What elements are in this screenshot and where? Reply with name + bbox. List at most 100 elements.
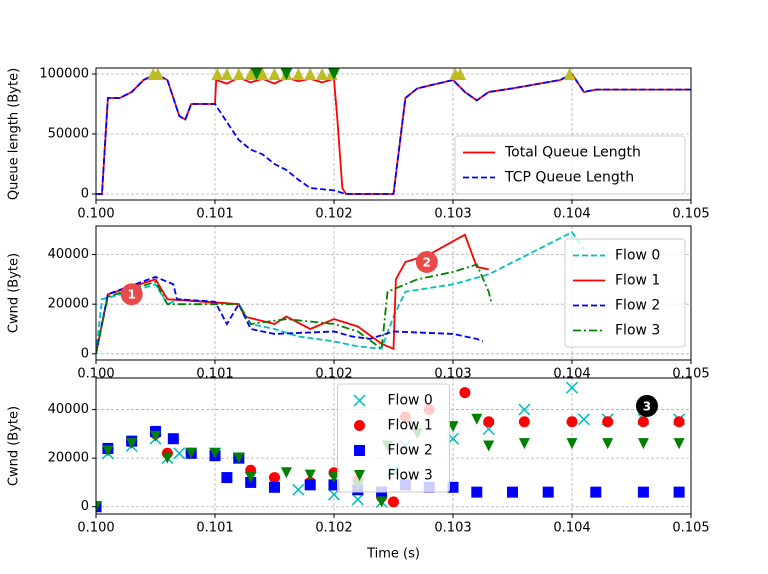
- point: [211, 68, 224, 80]
- x-tick-label: 0.102: [315, 521, 352, 536]
- legend-label: Flow 2: [388, 443, 433, 459]
- point: [221, 472, 233, 484]
- point: [637, 486, 649, 498]
- y-tick-label: 0: [81, 346, 89, 361]
- point: [673, 438, 685, 450]
- point: [590, 486, 602, 498]
- y-axis-label: Cwnd (Byte): [7, 406, 22, 486]
- x-tick-label: 0.102: [315, 207, 352, 222]
- y-axis-label: Cwnd (Byte): [7, 253, 22, 333]
- annotation-badge: [635, 394, 658, 417]
- legend-marker: [354, 470, 365, 481]
- point: [483, 440, 495, 452]
- point: [565, 381, 579, 394]
- legend-marker: [354, 420, 365, 431]
- y-tick-label: 40000: [48, 247, 89, 262]
- y-tick-label: 0: [81, 187, 89, 202]
- point: [280, 467, 292, 479]
- point: [376, 496, 388, 508]
- point: [316, 68, 329, 80]
- point: [328, 68, 340, 80]
- point: [328, 479, 340, 491]
- point: [518, 438, 530, 450]
- legend-box: [564, 238, 686, 348]
- point: [102, 445, 114, 457]
- y-axis-label: Queue length (Byte): [7, 68, 22, 200]
- y-tick-label: 40000: [48, 402, 89, 417]
- annotation-badge: [415, 250, 438, 273]
- point: [483, 416, 495, 428]
- line: [96, 263, 492, 354]
- x-tick-label: 0.100: [77, 521, 114, 536]
- x-tick-label: 0.105: [672, 207, 709, 222]
- legend-label: Flow 2: [615, 298, 660, 314]
- x-tick-label: 0.104: [553, 521, 590, 536]
- point: [209, 447, 221, 459]
- axes-frame: [95, 377, 692, 515]
- point: [304, 68, 317, 80]
- point: [96, 501, 102, 513]
- point: [459, 387, 471, 399]
- x-tick-label: 0.104: [553, 207, 590, 222]
- point: [637, 416, 649, 428]
- axes-frame: [95, 67, 692, 201]
- y-tick-label: 100000: [39, 67, 89, 82]
- point: [173, 447, 186, 460]
- point: [268, 68, 281, 80]
- point: [388, 496, 399, 508]
- annotation-text: 2: [423, 255, 431, 269]
- point: [280, 68, 293, 80]
- x-tick-label: 0.103: [434, 207, 471, 222]
- point: [518, 416, 530, 428]
- point: [563, 68, 576, 80]
- point: [351, 493, 364, 506]
- legend-box: [454, 135, 686, 195]
- point: [232, 68, 245, 80]
- point: [304, 479, 316, 491]
- point: [244, 68, 257, 80]
- point: [167, 433, 179, 445]
- point: [233, 452, 245, 464]
- annotation-badge: [120, 283, 143, 306]
- y-tick-label: 20000: [48, 297, 89, 312]
- point: [637, 438, 649, 450]
- point: [304, 469, 316, 481]
- point: [518, 403, 531, 416]
- legend: Flow 0 Flow 1 Flow 2 Flow 3: [337, 383, 450, 493]
- axes-frame: [95, 225, 692, 361]
- point: [577, 413, 590, 426]
- point: [269, 481, 280, 493]
- point: [542, 486, 554, 498]
- line: [96, 231, 585, 354]
- legend-box: [337, 383, 450, 493]
- point: [292, 68, 305, 80]
- point: [150, 430, 161, 442]
- point: [269, 472, 280, 484]
- point: [161, 452, 173, 464]
- plot-area: [96, 68, 691, 195]
- line: [96, 275, 484, 354]
- point: [566, 416, 578, 428]
- legend-label: Flow 1: [615, 273, 660, 289]
- point: [673, 486, 685, 498]
- point: [151, 68, 164, 80]
- legend: Flow 0 Flow 1 Flow 2 Flow 3: [564, 238, 686, 348]
- x-tick-label: 0.101: [196, 521, 233, 536]
- x-tick-label: 0.101: [196, 207, 233, 222]
- point: [566, 438, 578, 450]
- x-tick-label: 0.105: [672, 521, 709, 536]
- point: [126, 438, 138, 450]
- point: [447, 481, 459, 493]
- legend-label: Flow 1: [388, 418, 433, 434]
- point: [602, 438, 614, 450]
- legend-label: Flow 0: [615, 248, 660, 264]
- point: [256, 68, 269, 80]
- legend-marker: [353, 394, 366, 407]
- point: [328, 472, 340, 484]
- point: [602, 416, 614, 428]
- x-tick-label: 0.100: [77, 207, 114, 222]
- point: [245, 472, 257, 484]
- legend-marker: [354, 445, 365, 456]
